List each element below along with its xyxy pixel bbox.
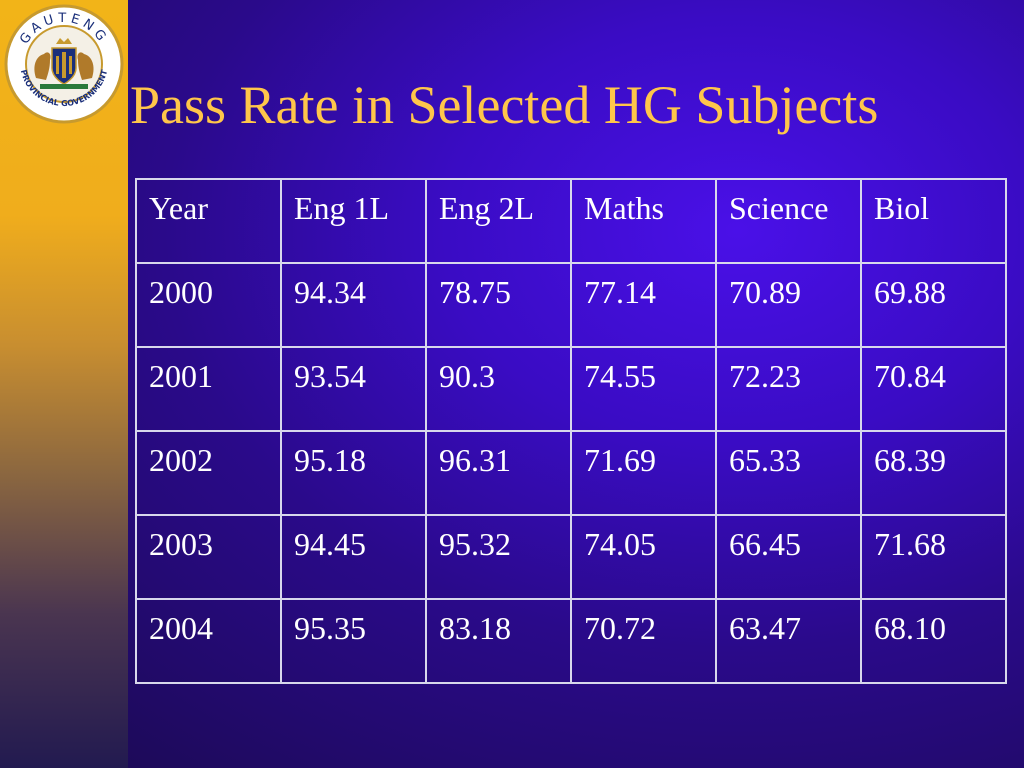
table-header-cell: Maths	[570, 178, 717, 264]
table-cell: 2001	[135, 346, 282, 432]
side-band	[0, 0, 128, 768]
table-cell: 71.68	[860, 514, 1007, 600]
table-cell: 95.32	[425, 514, 572, 600]
table-cell: 2004	[135, 598, 282, 684]
table-row: 2000 94.34 78.75 77.14 70.89 69.88	[135, 262, 1007, 348]
table-header-cell: Year	[135, 178, 282, 264]
table-cell: 68.10	[860, 598, 1007, 684]
table-cell: 94.45	[280, 514, 427, 600]
table-cell: 65.33	[715, 430, 862, 516]
table-row: 2002 95.18 96.31 71.69 65.33 68.39	[135, 430, 1007, 516]
page-title: Pass Rate in Selected HG Subjects	[130, 75, 879, 135]
pass-rate-table: Year Eng 1L Eng 2L Maths Science Biol 2000 94.3…	[135, 178, 1007, 684]
table-cell: 66.45	[715, 514, 862, 600]
table-cell: 70.89	[715, 262, 862, 348]
table-cell: 68.39	[860, 430, 1007, 516]
table-cell: 96.31	[425, 430, 572, 516]
table-cell: 69.88	[860, 262, 1007, 348]
table-cell: 90.3	[425, 346, 572, 432]
table-cell: 70.72	[570, 598, 717, 684]
gauteng-logo: GAUTENG PROVINCIAL GOVERNMENT	[4, 4, 124, 124]
table-cell: 78.75	[425, 262, 572, 348]
table-cell: 2000	[135, 262, 282, 348]
table-cell: 63.47	[715, 598, 862, 684]
table-cell: 2002	[135, 430, 282, 516]
table-cell: 74.55	[570, 346, 717, 432]
table-header-cell: Biol	[860, 178, 1007, 264]
table-header-cell: Science	[715, 178, 862, 264]
table-cell: 70.84	[860, 346, 1007, 432]
table-cell: 95.35	[280, 598, 427, 684]
table-header-cell: Eng 1L	[280, 178, 427, 264]
table-row: 2004 95.35 83.18 70.72 63.47 68.10	[135, 598, 1007, 684]
table-cell: 72.23	[715, 346, 862, 432]
table-cell: 94.34	[280, 262, 427, 348]
table-cell: 71.69	[570, 430, 717, 516]
table-cell: 2003	[135, 514, 282, 600]
table-header-row: Year Eng 1L Eng 2L Maths Science Biol	[135, 178, 1007, 264]
table-cell: 83.18	[425, 598, 572, 684]
table-cell: 77.14	[570, 262, 717, 348]
table-cell: 93.54	[280, 346, 427, 432]
table-cell: 95.18	[280, 430, 427, 516]
table-row: 2003 94.45 95.32 74.05 66.45 71.68	[135, 514, 1007, 600]
table-cell: 74.05	[570, 514, 717, 600]
table-header-cell: Eng 2L	[425, 178, 572, 264]
table-row: 2001 93.54 90.3 74.55 72.23 70.84	[135, 346, 1007, 432]
